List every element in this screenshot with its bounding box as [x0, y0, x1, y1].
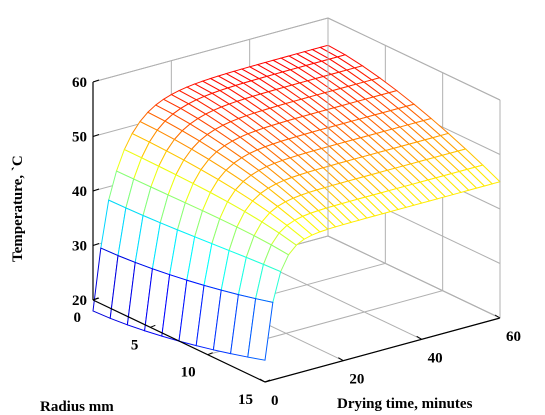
- x-tick-label: 0: [271, 393, 279, 409]
- z-tick-label: 60: [72, 75, 87, 91]
- x-tick-mark: [259, 378, 266, 383]
- box-edge: [327, 235, 501, 319]
- x-axis-line: [264, 317, 501, 383]
- box-edge: [92, 17, 329, 83]
- y-tick-label: 10: [181, 365, 196, 381]
- z-tick-mark: [92, 134, 100, 137]
- y-tick-mark: [92, 297, 99, 301]
- y-tick-mark: [150, 324, 156, 328]
- y-tick-mark: [207, 352, 213, 356]
- z-tick-mark: [92, 243, 100, 246]
- y-tick-label: 0: [74, 310, 82, 326]
- x-axis-label: Drying time, minutes: [337, 396, 473, 412]
- y-tick-mark: [264, 379, 271, 383]
- z-tick-mark: [92, 188, 100, 192]
- z-tick-label: 40: [72, 184, 87, 200]
- x-tick-mark: [416, 335, 422, 340]
- y-tick-label: 15: [238, 392, 253, 408]
- box-edge: [327, 17, 501, 101]
- z-tick-mark: [92, 79, 100, 83]
- surface-mesh: [92, 44, 501, 361]
- surface-patch: [247, 298, 274, 361]
- x-tick-label: 40: [428, 350, 443, 366]
- x-tick-label: 20: [349, 372, 364, 388]
- z-axis-label: Temperature, `C: [10, 155, 26, 262]
- x-tick-mark: [494, 314, 501, 319]
- x-tick-mark: [338, 357, 344, 362]
- y-axis-label: Radius mm: [40, 399, 114, 415]
- y-axis-line: [92, 299, 266, 383]
- z-tick-label: 30: [72, 239, 87, 255]
- axes-layer: [92, 17, 501, 383]
- x-tick-label: 60: [506, 329, 521, 345]
- z-tick-label: 20: [72, 293, 87, 309]
- z-tick-label: 50: [72, 130, 87, 146]
- y-tick-label: 5: [131, 337, 139, 353]
